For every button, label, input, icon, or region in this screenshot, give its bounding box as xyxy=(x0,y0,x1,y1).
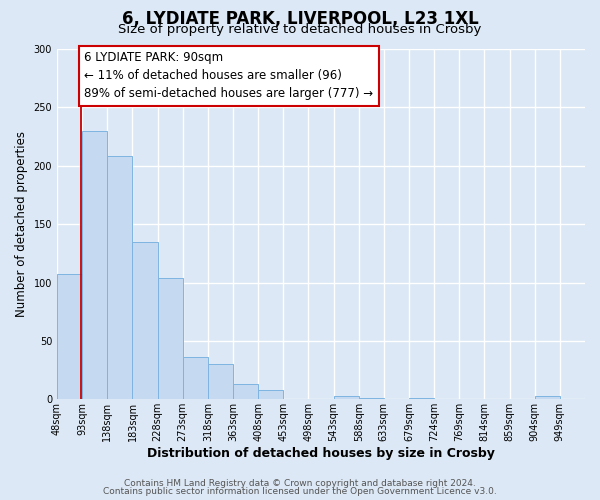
Bar xyxy=(158,278,183,400)
Text: 6 LYDIATE PARK: 90sqm
← 11% of detached houses are smaller (96)
89% of semi-deta: 6 LYDIATE PARK: 90sqm ← 11% of detached … xyxy=(85,52,374,100)
Bar xyxy=(334,396,359,400)
Bar xyxy=(258,390,283,400)
Text: Size of property relative to detached houses in Crosby: Size of property relative to detached ho… xyxy=(118,24,482,36)
Bar xyxy=(133,242,158,400)
Bar xyxy=(535,396,560,400)
Text: 6, LYDIATE PARK, LIVERPOOL, L23 1XL: 6, LYDIATE PARK, LIVERPOOL, L23 1XL xyxy=(122,10,478,28)
Bar xyxy=(409,398,434,400)
Bar xyxy=(107,156,133,400)
Text: Contains HM Land Registry data © Crown copyright and database right 2024.: Contains HM Land Registry data © Crown c… xyxy=(124,478,476,488)
Bar xyxy=(208,364,233,400)
Bar xyxy=(57,274,82,400)
Bar xyxy=(233,384,258,400)
Bar xyxy=(82,130,107,400)
Y-axis label: Number of detached properties: Number of detached properties xyxy=(15,131,28,317)
X-axis label: Distribution of detached houses by size in Crosby: Distribution of detached houses by size … xyxy=(147,447,495,460)
Text: Contains public sector information licensed under the Open Government Licence v3: Contains public sector information licen… xyxy=(103,487,497,496)
Bar xyxy=(359,398,384,400)
Bar xyxy=(183,358,208,400)
